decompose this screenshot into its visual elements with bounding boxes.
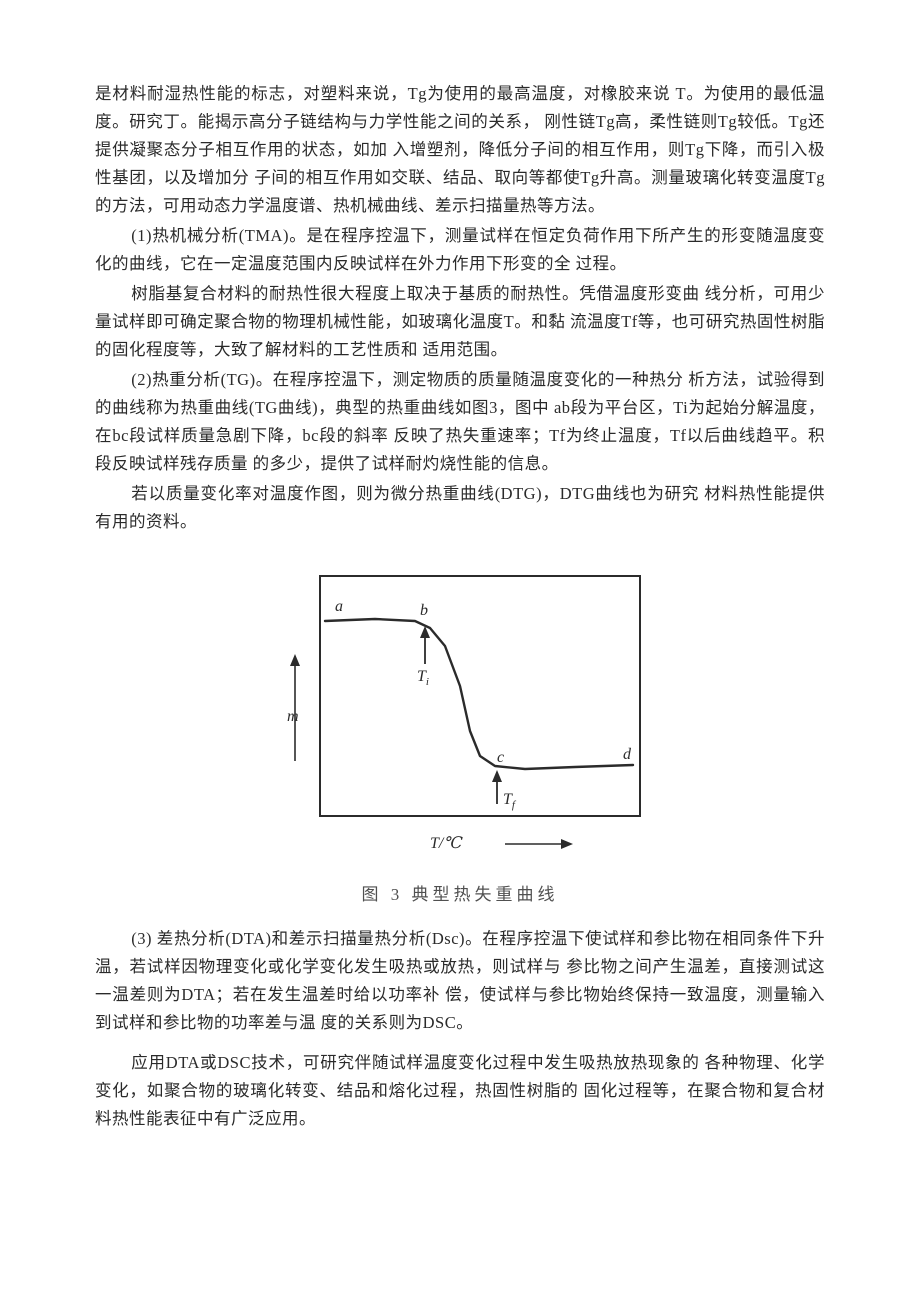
paragraph-5: 若以质量变化率对温度作图，则为微分热重曲线(DTG)，DTG曲线也为研究 材料热… [95,480,825,536]
point-a-label: a [335,598,343,615]
paragraph-3: 树脂基复合材料的耐热性很大程度上取决于基质的耐热性。凭借温度形变曲 线分析，可用… [95,280,825,364]
y-axis-arrowhead [290,654,300,666]
paragraph-7: 应用DTA或DSC技术，可研究伴随试样温度变化过程中发生吸热放热现象的 各种物理… [95,1049,825,1133]
point-d-label: d [623,746,632,763]
ti-label: Ti [417,668,429,688]
x-axis-arrowhead [561,839,573,849]
paragraph-4: (2)热重分析(TG)。在程序控温下，测定物质的质量随温度变化的一种热分 析方法… [95,366,825,478]
point-b-label: b [420,602,428,619]
tg-curve-chart: m a b c d Ti Tf T/℃ [265,566,655,866]
paragraph-gap [95,1039,825,1049]
paragraph-2: (1)热机械分析(TMA)。是在程序控温下，测量试样在恒定负荷作用下所产生的形变… [95,222,825,278]
figure-caption: 图 3 典型热失重曲线 [362,880,559,905]
chart-frame [320,576,640,816]
x-axis-label: T/℃ [430,835,463,852]
tg-curve [325,619,633,769]
tf-arrowhead [492,770,502,782]
paragraph-1: 是材料耐湿热性能的标志，对塑料来说，Tg为使用的最高温度，对橡胶来说 T。为使用… [95,80,825,220]
y-axis-label: m [287,708,299,725]
point-c-label: c [497,749,504,766]
figure-3: m a b c d Ti Tf T/℃ 图 3 典型热失重曲线 [95,566,825,905]
paragraph-6: (3) 差热分析(DTA)和差示扫描量热分析(Dsc)。在程序控温下使试样和参比… [95,925,825,1037]
document-page: 是材料耐湿热性能的标志，对塑料来说，Tg为使用的最高温度，对橡胶来说 T。为使用… [0,0,920,1195]
tf-label: Tf [503,791,517,811]
